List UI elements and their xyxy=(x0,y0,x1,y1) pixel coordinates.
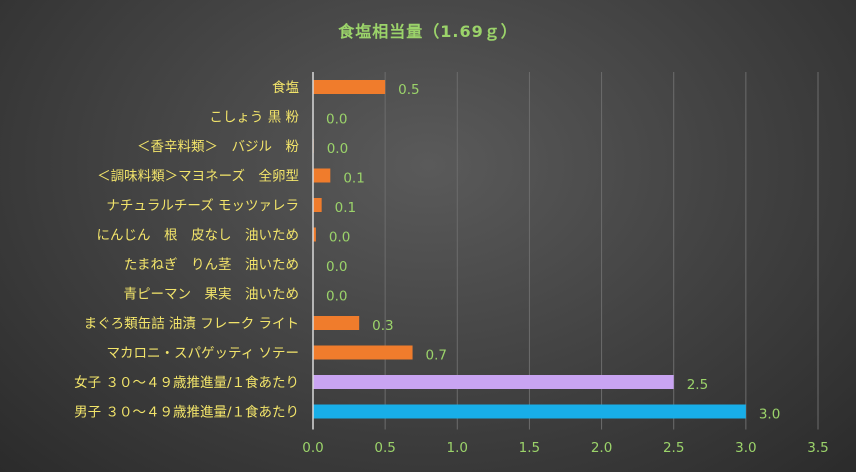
data-label: 3.0 xyxy=(759,407,780,423)
data-label: 0.1 xyxy=(335,200,356,216)
bar xyxy=(313,198,322,212)
category-label: ナチュラルチーズ モッツァレラ xyxy=(106,198,299,214)
category-label: たまねぎ りん茎 油いため xyxy=(124,257,299,273)
x-tick-label: 1.0 xyxy=(447,440,468,456)
data-label: 0.0 xyxy=(327,141,348,157)
x-tick-label: 2.0 xyxy=(591,440,612,456)
data-label: 2.5 xyxy=(687,377,708,393)
bar xyxy=(313,168,331,183)
category-label: こしょう 黒 粉 xyxy=(209,110,299,126)
category-label: まぐろ類缶詰 油漬 フレーク ライト xyxy=(84,316,299,332)
category-label: にんじん 根 皮なし 油いため xyxy=(97,228,300,244)
bar xyxy=(313,375,674,389)
category-label: 青ピーマン 果実 油いため xyxy=(124,287,300,303)
bar xyxy=(313,404,746,419)
data-label: 0.5 xyxy=(398,82,419,98)
data-label: 0.0 xyxy=(326,112,347,128)
data-label: 0.7 xyxy=(426,348,447,364)
x-tick-label: 0.5 xyxy=(374,440,395,456)
category-label: 男子 ３０～４９歳推進量/１食あたり xyxy=(74,404,299,421)
data-label: 0.0 xyxy=(326,289,347,305)
x-tick-label: 2.5 xyxy=(663,440,684,456)
bar xyxy=(313,227,316,242)
x-tick-label: 3.0 xyxy=(735,440,756,456)
data-label: 0.0 xyxy=(326,259,347,275)
x-tick-label: 0.0 xyxy=(302,440,323,456)
bar xyxy=(313,316,360,330)
data-label: 0.3 xyxy=(372,318,393,334)
data-label: 0.1 xyxy=(343,171,364,187)
x-tick-label: 1.5 xyxy=(519,440,540,456)
chart-title: 食塩相当量（1.69ｇ） xyxy=(338,22,518,41)
category-label: 女子 ３０～４９歳推進量/１食あたり xyxy=(74,374,299,391)
category-label: ＜調味料類＞マヨネーズ 全卵型 xyxy=(97,168,299,185)
bar xyxy=(313,345,413,360)
category-label: ＜香辛料類＞ バジル 粉 xyxy=(137,139,299,155)
category-label: 食塩 xyxy=(272,79,299,96)
data-label: 0.0 xyxy=(329,230,350,246)
x-tick-label: 3.5 xyxy=(807,440,828,456)
bar xyxy=(313,80,386,94)
category-label: マカロニ・スパゲッティ ソテー xyxy=(107,346,299,362)
